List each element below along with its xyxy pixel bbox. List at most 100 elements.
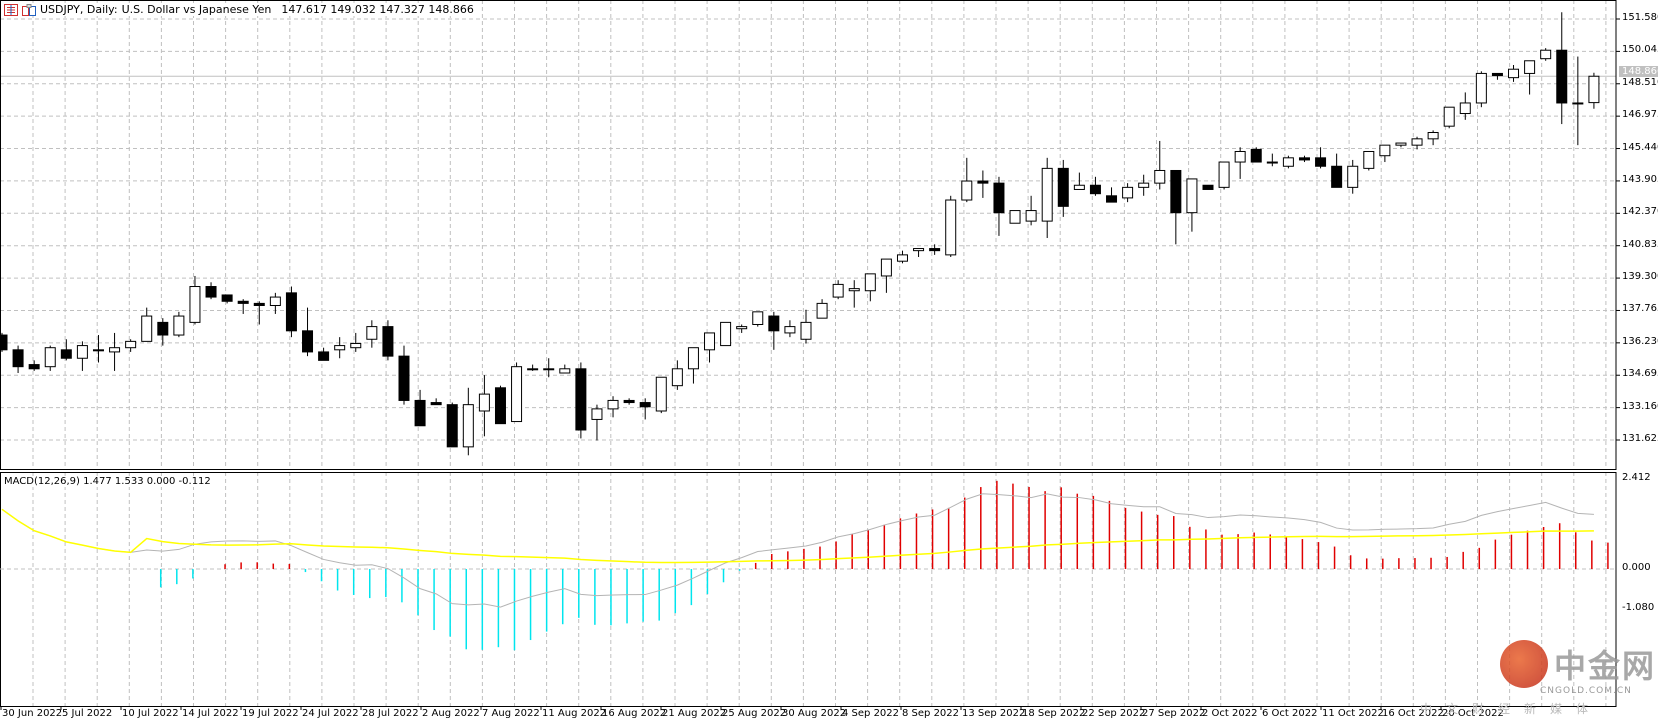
candle-body bbox=[945, 199, 957, 256]
candle-body bbox=[462, 404, 474, 448]
date-tick-label: 30 Jun 2022 bbox=[2, 708, 63, 719]
date-tick-label: 16 Oct 2022 bbox=[1382, 708, 1444, 719]
date-tick-label: 16 Aug 2022 bbox=[602, 708, 667, 719]
price-tick-label: 139.300 bbox=[1622, 271, 1658, 283]
candle-body bbox=[1556, 49, 1568, 104]
bars-list-icon[interactable] bbox=[4, 3, 18, 16]
date-tick-label: 25 Aug 2022 bbox=[722, 708, 787, 719]
candle-body bbox=[1250, 148, 1262, 163]
candle-body bbox=[92, 349, 104, 352]
candle-body bbox=[687, 347, 699, 370]
candle-body bbox=[1298, 157, 1310, 161]
date-tick-label: 7 Aug 2022 bbox=[482, 708, 540, 719]
candle-body bbox=[816, 302, 828, 319]
candle-body bbox=[623, 399, 635, 404]
price-tick-label: 142.370 bbox=[1622, 206, 1658, 218]
candle-body bbox=[334, 345, 346, 351]
date-tick-label: 22 Sep 2022 bbox=[1082, 708, 1146, 719]
date-tick-label: 4 Sep 2022 bbox=[842, 708, 900, 719]
price-tick-label: 146.975 bbox=[1622, 109, 1658, 121]
date-tick-label: 2 Aug 2022 bbox=[422, 708, 480, 719]
candle-body bbox=[896, 254, 908, 262]
candle-body bbox=[720, 321, 732, 347]
cngold-logo-icon bbox=[1500, 640, 1548, 688]
price-tick-label: 148.510 bbox=[1622, 76, 1658, 88]
ohlc-values: 147.617 149.032 147.327 148.866 bbox=[281, 3, 474, 16]
candle-body bbox=[1282, 157, 1294, 167]
candle-body bbox=[1331, 165, 1343, 188]
candle-body bbox=[1009, 210, 1021, 224]
candle-body bbox=[1508, 68, 1520, 79]
candle-body bbox=[60, 349, 72, 359]
candle-body bbox=[977, 180, 989, 184]
date-tick-label: 19 Jul 2022 bbox=[242, 708, 299, 719]
candle-body bbox=[221, 294, 233, 302]
candle-body bbox=[1122, 186, 1134, 199]
candle-body bbox=[1170, 169, 1182, 214]
price-tick-label: 136.230 bbox=[1622, 335, 1658, 347]
watermark-url: CNGOLD.COM.CN bbox=[1540, 686, 1632, 696]
candle-body bbox=[1427, 132, 1439, 140]
candle-body bbox=[478, 393, 490, 412]
candle-body bbox=[1154, 169, 1166, 184]
date-tick-label: 30 Aug 2022 bbox=[782, 708, 847, 719]
candle-body bbox=[880, 258, 892, 277]
candle-body bbox=[269, 296, 281, 307]
candle-body bbox=[109, 347, 121, 353]
candle-body bbox=[543, 368, 555, 371]
candle-body bbox=[1041, 167, 1053, 222]
candle-body bbox=[1572, 102, 1584, 105]
candle-body bbox=[1395, 142, 1407, 146]
candle-body bbox=[800, 321, 812, 340]
candle-body bbox=[1266, 161, 1278, 164]
price-tick-label: 134.695 bbox=[1622, 368, 1658, 380]
macd-tick-label: 2.412 bbox=[1622, 472, 1651, 483]
date-tick-label: 8 Sep 2022 bbox=[902, 708, 960, 719]
date-tick-label: 28 Jul 2022 bbox=[362, 708, 419, 719]
candle-body bbox=[125, 340, 137, 349]
candle-body bbox=[1057, 167, 1069, 207]
candle-body bbox=[1588, 75, 1600, 104]
candle-body bbox=[1347, 165, 1359, 188]
candle-body bbox=[414, 399, 426, 427]
date-tick-label: 13 Sep 2022 bbox=[962, 708, 1026, 719]
chart-template-icon[interactable] bbox=[22, 3, 36, 16]
candle-body bbox=[1491, 72, 1503, 77]
date-tick-label: 14 Jul 2022 bbox=[182, 708, 239, 719]
candle-body bbox=[1379, 144, 1391, 157]
macd-tick-label: -1.080 bbox=[1622, 602, 1655, 614]
candle-body bbox=[302, 330, 314, 353]
candle-body bbox=[575, 368, 587, 431]
current-price-tag: 148.866 bbox=[1619, 66, 1658, 77]
candle-body bbox=[318, 351, 330, 361]
candle-body bbox=[511, 366, 523, 423]
candle-body bbox=[253, 302, 265, 307]
candle-body bbox=[398, 355, 410, 401]
date-tick-label: 21 Aug 2022 bbox=[662, 708, 727, 719]
candle-body bbox=[0, 334, 8, 351]
candle-body bbox=[382, 326, 394, 357]
candle-body bbox=[848, 288, 860, 292]
macd-tick-label: 0.000 bbox=[1622, 562, 1651, 573]
candle-body bbox=[28, 364, 40, 370]
candle-body bbox=[527, 368, 539, 371]
candle-body bbox=[752, 311, 764, 325]
candle-body bbox=[1202, 184, 1214, 190]
candle-body bbox=[237, 300, 249, 304]
candle-body bbox=[1475, 72, 1487, 104]
candle-body bbox=[961, 180, 973, 201]
candle-body bbox=[1411, 138, 1423, 146]
watermark-tagline: 中文财经新媒体 bbox=[1420, 702, 1603, 716]
candle-body bbox=[993, 182, 1005, 214]
candle-body bbox=[655, 376, 667, 412]
date-tick-label: 20 Oct 2022 bbox=[1442, 708, 1504, 719]
candle-body bbox=[768, 315, 780, 332]
date-tick-label: 2 Oct 2022 bbox=[1202, 708, 1258, 719]
candle-body bbox=[704, 332, 716, 351]
candle-body bbox=[350, 342, 362, 349]
watermark-brand: 中金网 bbox=[1554, 647, 1657, 685]
symbol-description: U.S. Dollar vs Japanese Yen bbox=[121, 3, 272, 16]
price-tick-label: 145.440 bbox=[1622, 141, 1658, 153]
candle-body bbox=[157, 321, 169, 336]
